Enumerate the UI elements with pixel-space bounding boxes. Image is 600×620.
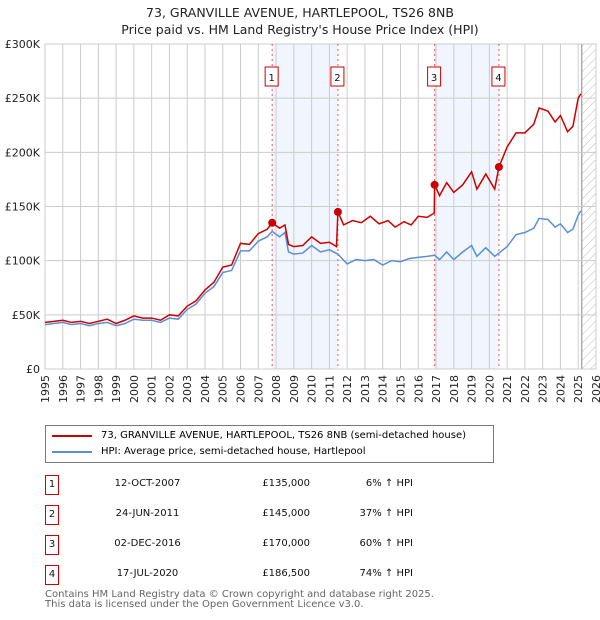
y-tick-label: £300K [5,38,41,51]
sale-point [494,162,503,171]
transaction-date: 24-JUN-2011 [115,508,180,519]
x-tick-label: 2024 [554,375,567,403]
x-tick-label: 2026 [590,375,600,403]
x-tick-label: 2008 [270,375,283,403]
x-tick-label: 2012 [341,375,354,403]
sale-label: 1 [268,73,274,84]
property-line [44,93,582,325]
legend-item-property: 73, GRANVILLE AVENUE, HARTLEPOOL, TS26 8… [52,430,466,441]
x-tick-label: 2010 [306,375,319,403]
transaction-date: 17-JUL-2020 [116,568,179,579]
transaction-number: 3 [45,535,59,555]
transaction-price: £135,000 [262,478,310,489]
sale-label-box [491,66,506,87]
legend-label: HPI: Average price, semi-detached house,… [101,446,366,457]
sale-point [268,218,277,227]
x-tick-label: 1998 [92,375,105,403]
sale-point [333,207,342,216]
y-tick-label: £0 [26,363,40,376]
footer: Contains HM Land Registry data © Crown c… [45,590,434,610]
chart-subtitle: Price paid vs. HM Land Registry's House … [121,22,479,37]
legend: 73, GRANVILLE AVENUE, HARTLEPOOL, TS26 8… [45,425,494,463]
y-tick-label: £250K [5,92,41,105]
sale-label-box [330,66,345,87]
transaction-number: 4 [45,565,59,585]
x-tick-label: 2000 [128,375,141,403]
transaction-hpi: 6% ↑ HPI [365,478,413,489]
x-tick-label: 2025 [572,375,585,403]
chart-title: 73, GRANVILLE AVENUE, HARTLEPOOL, TS26 8… [146,5,454,20]
x-tick-label: 2018 [448,375,461,403]
transaction-number: 1 [45,475,59,495]
x-tick-label: 2022 [519,375,532,403]
transaction-date: 12-OCT-2007 [114,478,181,489]
transaction-date: 02-DEC-2016 [114,538,181,549]
transaction-hpi: 37% ↑ HPI [359,508,413,519]
x-tick-label: 2020 [483,375,496,403]
transaction-price: £145,000 [262,508,310,519]
x-tick-label: 2021 [501,375,514,403]
x-tick-label: 2007 [252,375,265,403]
y-tick-label: £150K [5,201,41,214]
y-tick-label: £100K [5,255,41,268]
x-tick-label: 2004 [199,375,212,403]
x-tick-label: 2001 [146,375,159,403]
x-tick-label: 2006 [235,375,248,403]
x-tick-label: 1996 [57,375,70,403]
y-tick-label: £50K [12,309,41,322]
x-tick-label: 2017 [430,375,443,403]
sale-label: 4 [495,73,501,84]
x-tick-label: 1997 [75,375,88,403]
legend-label: 73, GRANVILLE AVENUE, HARTLEPOOL, TS26 8… [101,430,466,441]
transaction-number: 2 [45,505,59,525]
x-tick-label: 2016 [412,375,425,403]
hpi-line [44,210,582,327]
x-tick-label: 2023 [537,375,550,403]
x-tick-label: 2013 [359,375,372,403]
footer-line: This data is licensed under the Open Gov… [45,599,364,610]
sale-label: 2 [334,73,340,84]
x-tick-label: 2002 [163,375,176,403]
sale-label: 3 [431,73,437,84]
x-tick-label: 2019 [466,375,479,403]
transaction-hpi: 74% ↑ HPI [359,568,413,579]
x-tick-label: 2014 [377,375,390,403]
y-tick-label: £200K [5,146,41,159]
x-tick-label: 2011 [323,375,336,403]
x-tick-label: 2009 [288,375,301,403]
sale-label-box [427,66,442,87]
transaction-price: £170,000 [262,538,310,549]
price-chart: 1995 1996 1997 1998 1999 2000 2001 2002 2003 2004… [5,38,600,403]
sale-label-box [264,66,279,87]
sale-point [430,180,439,189]
transaction-hpi: 60% ↑ HPI [359,538,413,549]
x-tick-label: 1999 [110,375,123,403]
x-tick-label: 2005 [217,375,230,403]
x-tick-label: 2003 [181,375,194,403]
footer-line: Contains HM Land Registry data © Crown c… [45,589,434,600]
plot-frame [44,43,597,370]
transaction-price: £186,500 [262,568,310,579]
legend-item-hpi: HPI: Average price, semi-detached house,… [52,446,366,457]
x-tick-label: 2015 [394,375,407,403]
x-tick-label: 1995 [39,375,52,403]
